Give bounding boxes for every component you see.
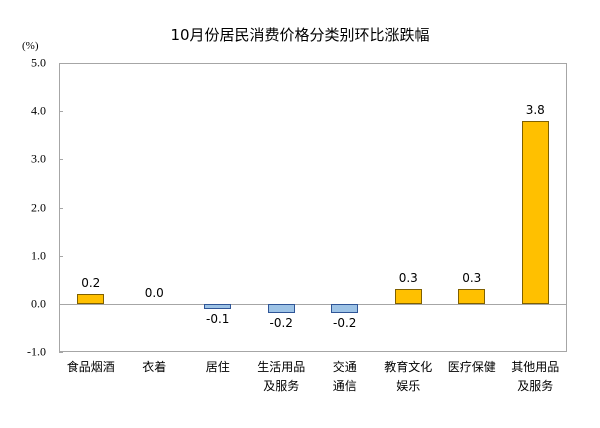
value-label: -0.2 [325, 316, 365, 330]
y-tick-label: 5.0 [14, 56, 46, 71]
x-tick-label: 医疗保健 [440, 358, 504, 377]
x-tick-label: 居住 [186, 358, 250, 377]
value-label: 0.2 [71, 276, 111, 290]
value-label: 0.3 [452, 271, 492, 285]
y-tick-label: 4.0 [14, 104, 46, 119]
value-label: 0.3 [388, 271, 428, 285]
value-label: 3.8 [515, 103, 555, 117]
y-axis-unit: (%) [22, 40, 39, 52]
value-label: 0.0 [134, 286, 174, 300]
chart-title: 10月份居民消费价格分类别环比涨跌幅 [0, 24, 600, 45]
x-tick-label: 食品烟酒 [59, 358, 123, 377]
plot-area [59, 63, 567, 352]
y-tick-label: 1.0 [14, 248, 46, 263]
bar [458, 289, 485, 303]
bar [204, 304, 231, 309]
bar [331, 304, 358, 314]
x-tick-label: 交通通信 [313, 358, 377, 396]
value-label: -0.2 [261, 316, 301, 330]
x-tick-label: 教育文化娱乐 [376, 358, 440, 396]
bar [395, 289, 422, 303]
bar [268, 304, 295, 314]
bar [77, 294, 104, 304]
y-tick-label: 0.0 [14, 296, 46, 311]
y-tick-mark [59, 352, 63, 353]
x-tick-label: 衣着 [122, 358, 186, 377]
y-tick-label: 3.0 [14, 152, 46, 167]
x-tick-label: 生活用品及服务 [249, 358, 313, 396]
value-label: -0.1 [198, 312, 238, 326]
bar [522, 121, 549, 304]
y-tick-label: 2.0 [14, 200, 46, 215]
y-tick-label: -1.0 [14, 345, 46, 360]
x-tick-label: 其他用品及服务 [503, 358, 567, 396]
